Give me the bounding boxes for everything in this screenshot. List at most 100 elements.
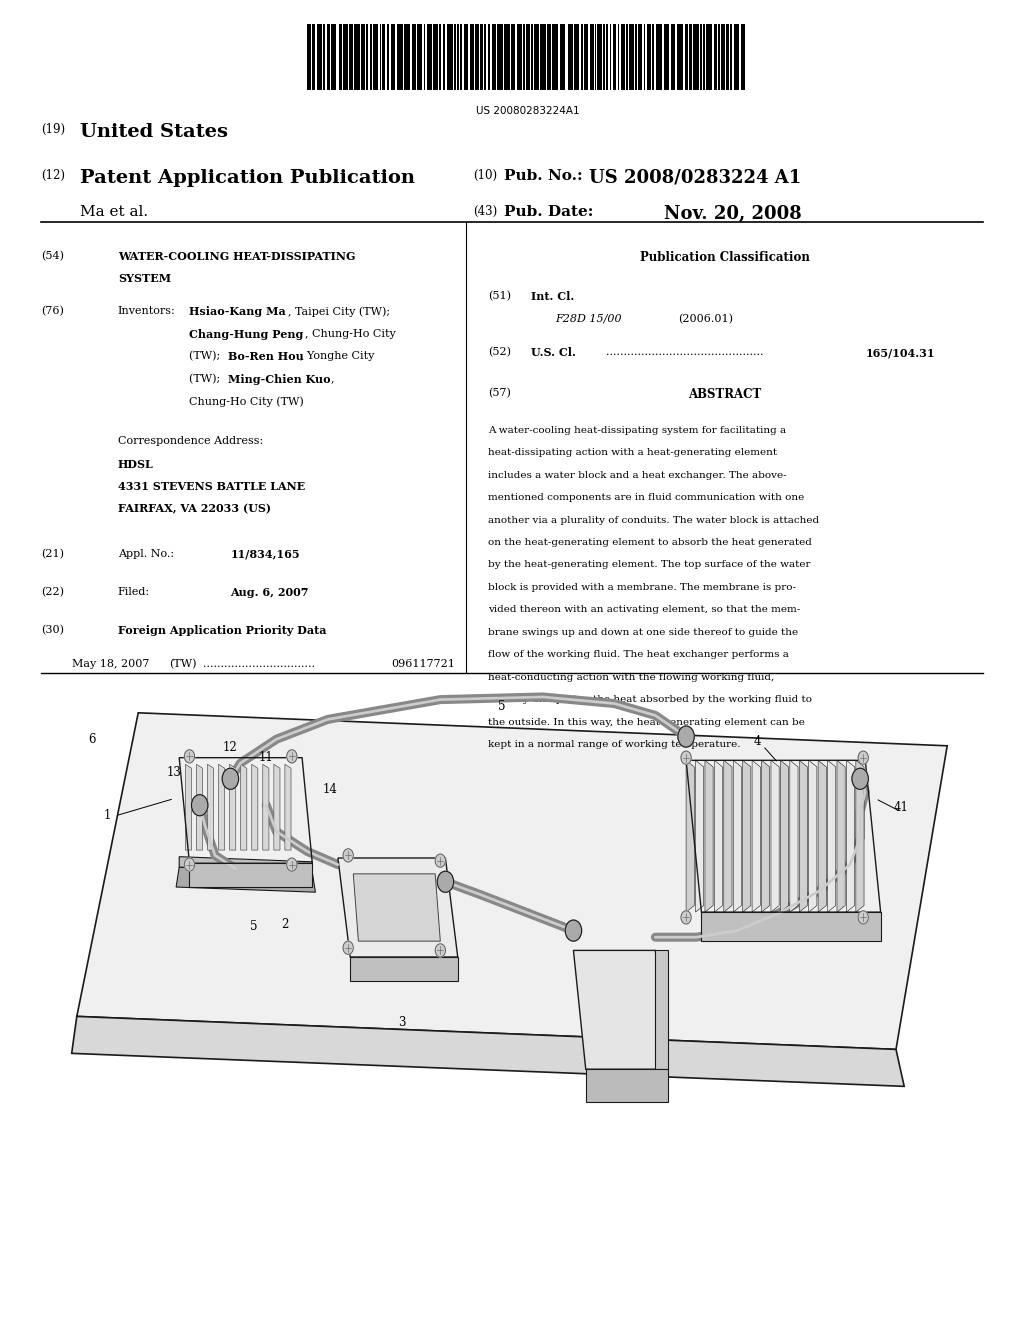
Bar [613, 24, 616, 90]
Text: US 2008/0283224 A1: US 2008/0283224 A1 [589, 169, 801, 187]
Text: 2: 2 [281, 917, 289, 931]
Polygon shape [285, 764, 291, 850]
Polygon shape [752, 760, 760, 912]
Bar [531, 24, 534, 90]
Polygon shape [771, 760, 779, 912]
Bar [460, 24, 462, 90]
Polygon shape [252, 764, 258, 850]
Polygon shape [179, 857, 312, 873]
Text: Bo-Ren Hou: Bo-Ren Hou [228, 351, 304, 362]
Bar [635, 24, 637, 90]
Text: (19): (19) [41, 123, 66, 136]
Text: Chung-Ho City (TW): Chung-Ho City (TW) [189, 396, 304, 407]
Bar [603, 24, 604, 90]
Bar [535, 24, 539, 90]
Bar [373, 24, 378, 90]
Bar [511, 24, 515, 90]
Bar [595, 24, 596, 90]
Polygon shape [780, 760, 788, 912]
Text: Filed:: Filed: [118, 587, 150, 597]
Bar [671, 24, 675, 90]
Text: , Taipei City (TW);: , Taipei City (TW); [288, 306, 390, 317]
Bar [638, 24, 642, 90]
Polygon shape [705, 760, 713, 912]
Polygon shape [241, 764, 247, 850]
Bar [382, 24, 385, 90]
Bar [397, 24, 403, 90]
Text: kept in a normal range of working temperature.: kept in a normal range of working temper… [488, 741, 741, 748]
Text: (TW);: (TW); [189, 351, 224, 362]
Text: heat-conducting action with the flowing working fluid,: heat-conducting action with the flowing … [488, 673, 775, 681]
Bar [349, 24, 353, 90]
Text: 41: 41 [894, 801, 908, 814]
Bar [714, 24, 717, 90]
Bar [617, 24, 620, 90]
Polygon shape [263, 764, 269, 850]
Bar [726, 24, 729, 90]
Text: (57): (57) [488, 388, 511, 399]
Polygon shape [847, 760, 855, 912]
Bar [480, 24, 483, 90]
Text: includes a water block and a heat exchanger. The above-: includes a water block and a heat exchan… [488, 471, 787, 479]
Bar [504, 24, 510, 90]
Bar [688, 24, 691, 90]
Text: ,: , [331, 374, 334, 384]
Text: May 18, 2007: May 18, 2007 [72, 659, 150, 668]
Bar [560, 24, 565, 90]
Bar [718, 24, 720, 90]
Text: Ma et al.: Ma et al. [80, 205, 148, 219]
Polygon shape [273, 764, 280, 850]
Bar [656, 24, 663, 90]
Bar [647, 24, 651, 90]
Text: US 20080283224A1: US 20080283224A1 [475, 106, 580, 116]
Polygon shape [790, 760, 798, 912]
Bar [443, 24, 445, 90]
Bar [464, 24, 468, 90]
Circle shape [222, 768, 239, 789]
Bar [597, 24, 602, 90]
Bar [540, 24, 546, 90]
Circle shape [184, 858, 195, 871]
Polygon shape [338, 858, 458, 957]
Polygon shape [655, 950, 668, 1069]
Text: 12: 12 [223, 741, 238, 754]
Bar [629, 24, 634, 90]
Text: United States: United States [80, 123, 228, 141]
Bar [312, 24, 315, 90]
Polygon shape [742, 760, 751, 912]
Bar [581, 24, 583, 90]
Bar [685, 24, 688, 90]
Bar [470, 24, 474, 90]
Text: heat-dissipating action with a heat-generating element: heat-dissipating action with a heat-gene… [488, 449, 777, 457]
Text: Pub. Date:: Pub. Date: [504, 205, 593, 219]
Bar [721, 24, 725, 90]
Text: mentioned components are in fluid communication with one: mentioned components are in fluid commun… [488, 494, 805, 502]
Text: WATER-COOLING HEAT-DISSIPATING: WATER-COOLING HEAT-DISSIPATING [118, 251, 355, 261]
Polygon shape [701, 912, 881, 941]
Bar [307, 24, 311, 90]
Text: (12): (12) [41, 169, 65, 182]
Polygon shape [218, 764, 224, 850]
Polygon shape [586, 1069, 668, 1102]
Polygon shape [827, 760, 836, 912]
Circle shape [191, 795, 208, 816]
Circle shape [435, 944, 445, 957]
Text: 3: 3 [397, 1016, 406, 1030]
Bar [439, 24, 441, 90]
Text: 11/834,165: 11/834,165 [230, 549, 300, 560]
Bar [652, 24, 654, 90]
Text: (2006.01): (2006.01) [678, 314, 733, 323]
Polygon shape [762, 760, 770, 912]
Bar [552, 24, 558, 90]
Polygon shape [837, 760, 845, 912]
Circle shape [852, 768, 868, 789]
Text: (10): (10) [473, 169, 498, 182]
Text: (54): (54) [41, 251, 63, 261]
Text: 11: 11 [259, 751, 273, 764]
Text: A water-cooling heat-dissipating system for facilitating a: A water-cooling heat-dissipating system … [488, 426, 786, 434]
Text: 14: 14 [323, 783, 337, 796]
Bar [516, 24, 521, 90]
Text: (TW);: (TW); [189, 374, 224, 384]
Circle shape [437, 871, 454, 892]
Polygon shape [715, 760, 723, 912]
